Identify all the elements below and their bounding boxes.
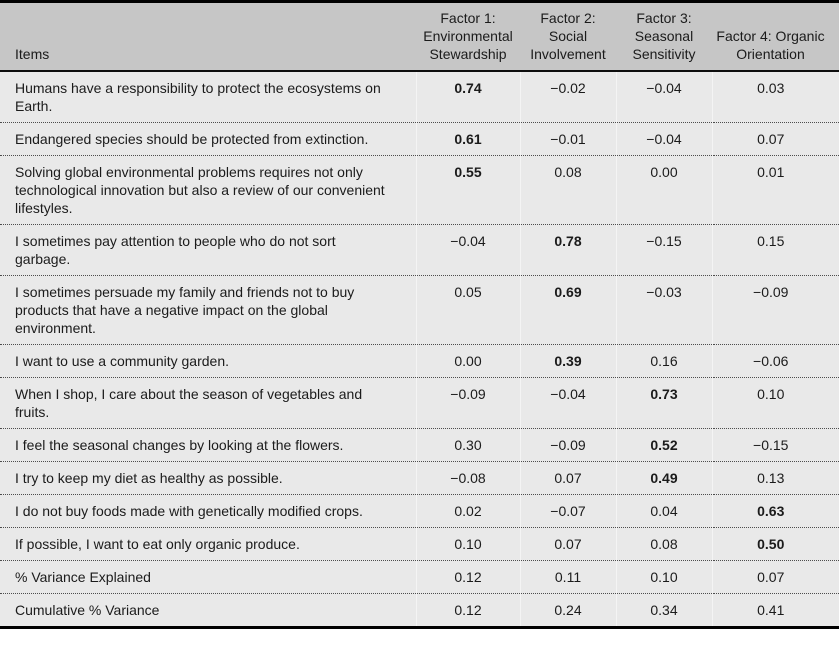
loading-cell-factor4: 0.13	[711, 461, 839, 495]
table-row: Endangered species should be protected f…	[0, 122, 839, 156]
loading-cell-factor1: −0.09	[415, 377, 520, 429]
loading-cell-factor2: 0.08	[519, 155, 616, 225]
loading-cell-factor4: 0.03	[711, 71, 839, 123]
loading-cell-factor1: 0.02	[415, 494, 520, 528]
cumulative-variance-label: Cumulative % Variance	[0, 593, 416, 626]
loading-cell-factor2: −0.01	[519, 122, 616, 156]
cumulative-cell-factor2: 0.24	[519, 593, 616, 626]
loading-cell-factor2: 0.39	[519, 344, 616, 378]
variance-explained-label: % Variance Explained	[0, 560, 416, 594]
cumulative-cell-factor1: 0.12	[415, 593, 520, 626]
loading-cell-factor4: 0.10	[711, 377, 839, 429]
loading-cell-factor3: 0.49	[615, 461, 712, 495]
table-row-cumulative-variance: Cumulative % Variance 0.12 0.24 0.34 0.4…	[0, 593, 839, 626]
loading-cell-factor2: 0.07	[519, 461, 616, 495]
table-body: Humans have a responsibility to protect …	[0, 71, 839, 626]
table-row: If possible, I want to eat only organic …	[0, 527, 839, 561]
column-header-factor4: Factor 4: Organic Orientation	[712, 3, 839, 72]
factor-loadings-table: Items Factor 1: Environmental Stewardshi…	[0, 0, 839, 629]
loading-cell-factor3: 0.52	[615, 428, 712, 462]
cumulative-cell-factor4: 0.41	[711, 593, 839, 626]
loading-cell-factor3: 0.73	[615, 377, 712, 429]
item-text: Humans have a responsibility to protect …	[15, 80, 381, 114]
table-row: When I shop, I care about the season of …	[0, 377, 839, 429]
loading-cell-factor3: 0.04	[615, 494, 712, 528]
table-row: I try to keep my diet as healthy as poss…	[0, 461, 839, 495]
loading-cell-factor2: −0.02	[519, 71, 616, 123]
loading-cell-factor4: 0.01	[711, 155, 839, 225]
column-header-factor3: Factor 3: Seasonal Sensitivity	[616, 3, 712, 72]
table-row-variance-explained: % Variance Explained 0.12 0.11 0.10 0.07	[0, 560, 839, 594]
column-header-items: Items	[0, 3, 416, 72]
loading-cell-factor2: −0.09	[519, 428, 616, 462]
loading-cell-factor1: 0.74	[415, 71, 520, 123]
loading-cell-factor4: 0.15	[711, 224, 839, 276]
loading-cell-factor3: 0.08	[615, 527, 712, 561]
item-text: Endangered species should be protected f…	[0, 122, 416, 156]
header-row: Items Factor 1: Environmental Stewardshi…	[0, 3, 839, 72]
variance-cell-factor1: 0.12	[415, 560, 520, 594]
item-text: I try to keep my diet as healthy as poss…	[0, 461, 416, 495]
table-row: I sometimes pay attention to people who …	[0, 224, 839, 276]
variance-cell-factor4: 0.07	[711, 560, 839, 594]
item-text: I want to use a community garden.	[0, 344, 416, 378]
loading-cell-factor2: 0.07	[519, 527, 616, 561]
loading-cell-factor2: 0.78	[519, 224, 616, 276]
column-header-factor1: Factor 1: Environmental Stewardship	[416, 3, 520, 72]
loading-cell-factor4: −0.09	[711, 275, 839, 345]
loading-cell-factor1: −0.04	[415, 224, 520, 276]
table-row: I feel the seasonal changes by looking a…	[0, 428, 839, 462]
loading-cell-factor4: 0.63	[711, 494, 839, 528]
cumulative-cell-factor3: 0.34	[615, 593, 712, 626]
loading-cell-factor2: −0.04	[519, 377, 616, 429]
table-row: I do not buy foods made with genetically…	[0, 494, 839, 528]
loading-cell-factor2: 0.69	[519, 275, 616, 345]
loading-cell-factor3: 0.00	[615, 155, 712, 225]
item-text: When I shop, I care about the season of …	[0, 377, 416, 429]
loading-cell-factor4: −0.06	[711, 344, 839, 378]
loading-cell-factor3: 0.16	[615, 344, 712, 378]
loading-cell-factor2: −0.07	[519, 494, 616, 528]
table-row: Humans have a responsibility to protect …	[0, 71, 839, 123]
loading-cell-factor3: −0.15	[615, 224, 712, 276]
item-text: I do not buy foods made with genetically…	[0, 494, 416, 528]
loading-cell-factor3: −0.04	[615, 71, 712, 123]
table-header: Items Factor 1: Environmental Stewardshi…	[0, 3, 839, 72]
item-text: Solving global environmental problems re…	[0, 155, 416, 225]
loading-cell-factor1: 0.05	[415, 275, 520, 345]
variance-cell-factor2: 0.11	[519, 560, 616, 594]
item-text: I feel the seasonal changes by looking a…	[0, 428, 416, 462]
table-row: I want to use a community garden. 0.00 0…	[0, 344, 839, 378]
table: Items Factor 1: Environmental Stewardshi…	[0, 3, 839, 626]
loading-cell-factor1: 0.00	[415, 344, 520, 378]
item-text: If possible, I want to eat only organic …	[0, 527, 416, 561]
table-row: Solving global environmental problems re…	[0, 155, 839, 225]
loading-cell-factor1: 0.61	[415, 122, 520, 156]
table-row: I sometimes persuade my family and frien…	[0, 275, 839, 345]
loading-cell-factor1: 0.10	[415, 527, 520, 561]
variance-cell-factor3: 0.10	[615, 560, 712, 594]
column-header-factor2: Factor 2: Social Involvement	[520, 3, 616, 72]
loading-cell-factor1: −0.08	[415, 461, 520, 495]
loading-cell-factor4: 0.07	[711, 122, 839, 156]
loading-cell-factor3: −0.03	[615, 275, 712, 345]
item-text: I sometimes pay attention to people who …	[0, 224, 416, 276]
loading-cell-factor3: −0.04	[615, 122, 712, 156]
loading-cell-factor4: 0.50	[711, 527, 839, 561]
loading-cell-factor1: 0.55	[415, 155, 520, 225]
item-text: I sometimes persuade my family and frien…	[0, 275, 416, 345]
loading-cell-factor4: −0.15	[711, 428, 839, 462]
loading-cell-factor1: 0.30	[415, 428, 520, 462]
